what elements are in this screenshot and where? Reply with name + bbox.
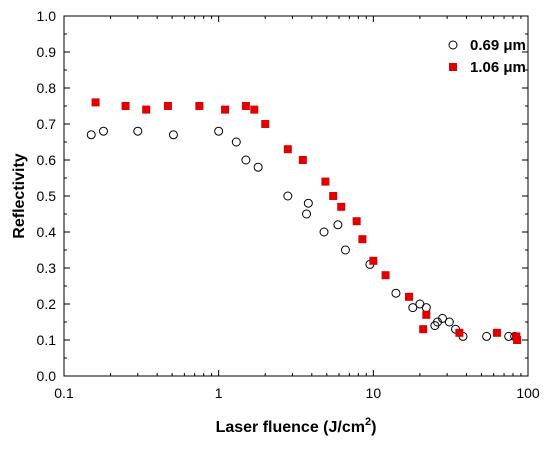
data-point-square — [337, 202, 346, 211]
x-tick-label: 0.1 — [54, 385, 74, 401]
data-point-circle — [214, 126, 224, 136]
data-point-square — [381, 271, 390, 280]
data-point-circle — [340, 245, 350, 255]
y-tick-label: 0.3 — [37, 260, 57, 276]
x-axis-title-suffix: ) — [371, 419, 376, 436]
y-tick-label: 0.6 — [37, 152, 57, 168]
data-point-circle — [482, 331, 492, 341]
data-point-square — [163, 102, 172, 110]
data-point-circle — [303, 198, 313, 208]
data-point-square — [455, 328, 464, 337]
data-point-square — [329, 192, 338, 200]
legend-label: 1.06 μm — [470, 59, 526, 76]
x-tick-label: 10 — [366, 385, 382, 401]
data-point-square — [261, 120, 270, 128]
y-tick-label: 0.7 — [37, 116, 57, 132]
data-point-square — [419, 325, 428, 334]
data-point-square — [404, 292, 413, 301]
data-point-circle — [86, 130, 96, 140]
x-axis-title-main: Laser fluence (J/cm — [216, 419, 365, 436]
data-point-circle — [283, 191, 293, 201]
data-point-square — [142, 105, 151, 114]
data-point-circle — [408, 303, 418, 313]
legend-marker — [448, 40, 458, 50]
data-point-circle — [421, 303, 431, 313]
data-point-square — [369, 256, 378, 265]
data-point-circle — [437, 313, 447, 323]
data-point-circle — [444, 317, 454, 327]
data-point-circle — [319, 227, 329, 237]
data-point-square — [91, 98, 100, 107]
y-tick-label: 1.0 — [37, 8, 57, 24]
y-tick-label: 0.2 — [37, 296, 57, 312]
data-point-circle — [391, 288, 401, 298]
data-point-square — [352, 217, 361, 226]
y-tick-label: 0.9 — [37, 44, 57, 60]
y-tick-label: 0.8 — [37, 80, 57, 96]
y-tick-label: 0.5 — [37, 188, 57, 204]
data-point-circle — [333, 220, 343, 230]
x-tick-label: 100 — [516, 385, 540, 401]
data-point-circle — [241, 155, 251, 165]
data-point-square — [121, 102, 130, 110]
data-point-circle — [168, 130, 178, 140]
data-point-square — [298, 156, 307, 164]
x-tick-label: 1 — [215, 385, 223, 401]
y-tick-label: 0.4 — [37, 224, 57, 240]
data-point-circle — [302, 209, 312, 219]
data-point-circle — [253, 162, 263, 172]
data-point-square — [241, 102, 250, 110]
plot-frame — [63, 15, 529, 377]
data-point-square — [195, 102, 204, 110]
data-point-square — [283, 145, 292, 154]
y-tick-label: 0.0 — [37, 368, 57, 384]
data-point-circle — [98, 126, 108, 136]
data-point-square — [321, 177, 330, 186]
data-point-circle — [231, 137, 241, 147]
data-point-square — [492, 328, 501, 337]
data-point-square — [513, 336, 522, 344]
data-point-square — [250, 105, 259, 114]
x-axis-title-superscript: 2 — [365, 416, 371, 428]
legend-label: 0.69 μm — [470, 37, 526, 54]
legend-marker — [449, 63, 457, 71]
y-axis-title: Reflectivity — [11, 153, 28, 238]
series-2 — [91, 98, 522, 344]
legend: 0.69 μm 1.06 μm — [448, 37, 526, 76]
data-point-square — [422, 310, 431, 319]
data-point-square — [221, 105, 230, 114]
data-point-square — [358, 235, 367, 244]
data-point-circle — [133, 126, 143, 136]
x-axis-title: Laser fluence (J/cm2) — [216, 416, 377, 436]
y-tick-label: 0.1 — [37, 332, 57, 348]
